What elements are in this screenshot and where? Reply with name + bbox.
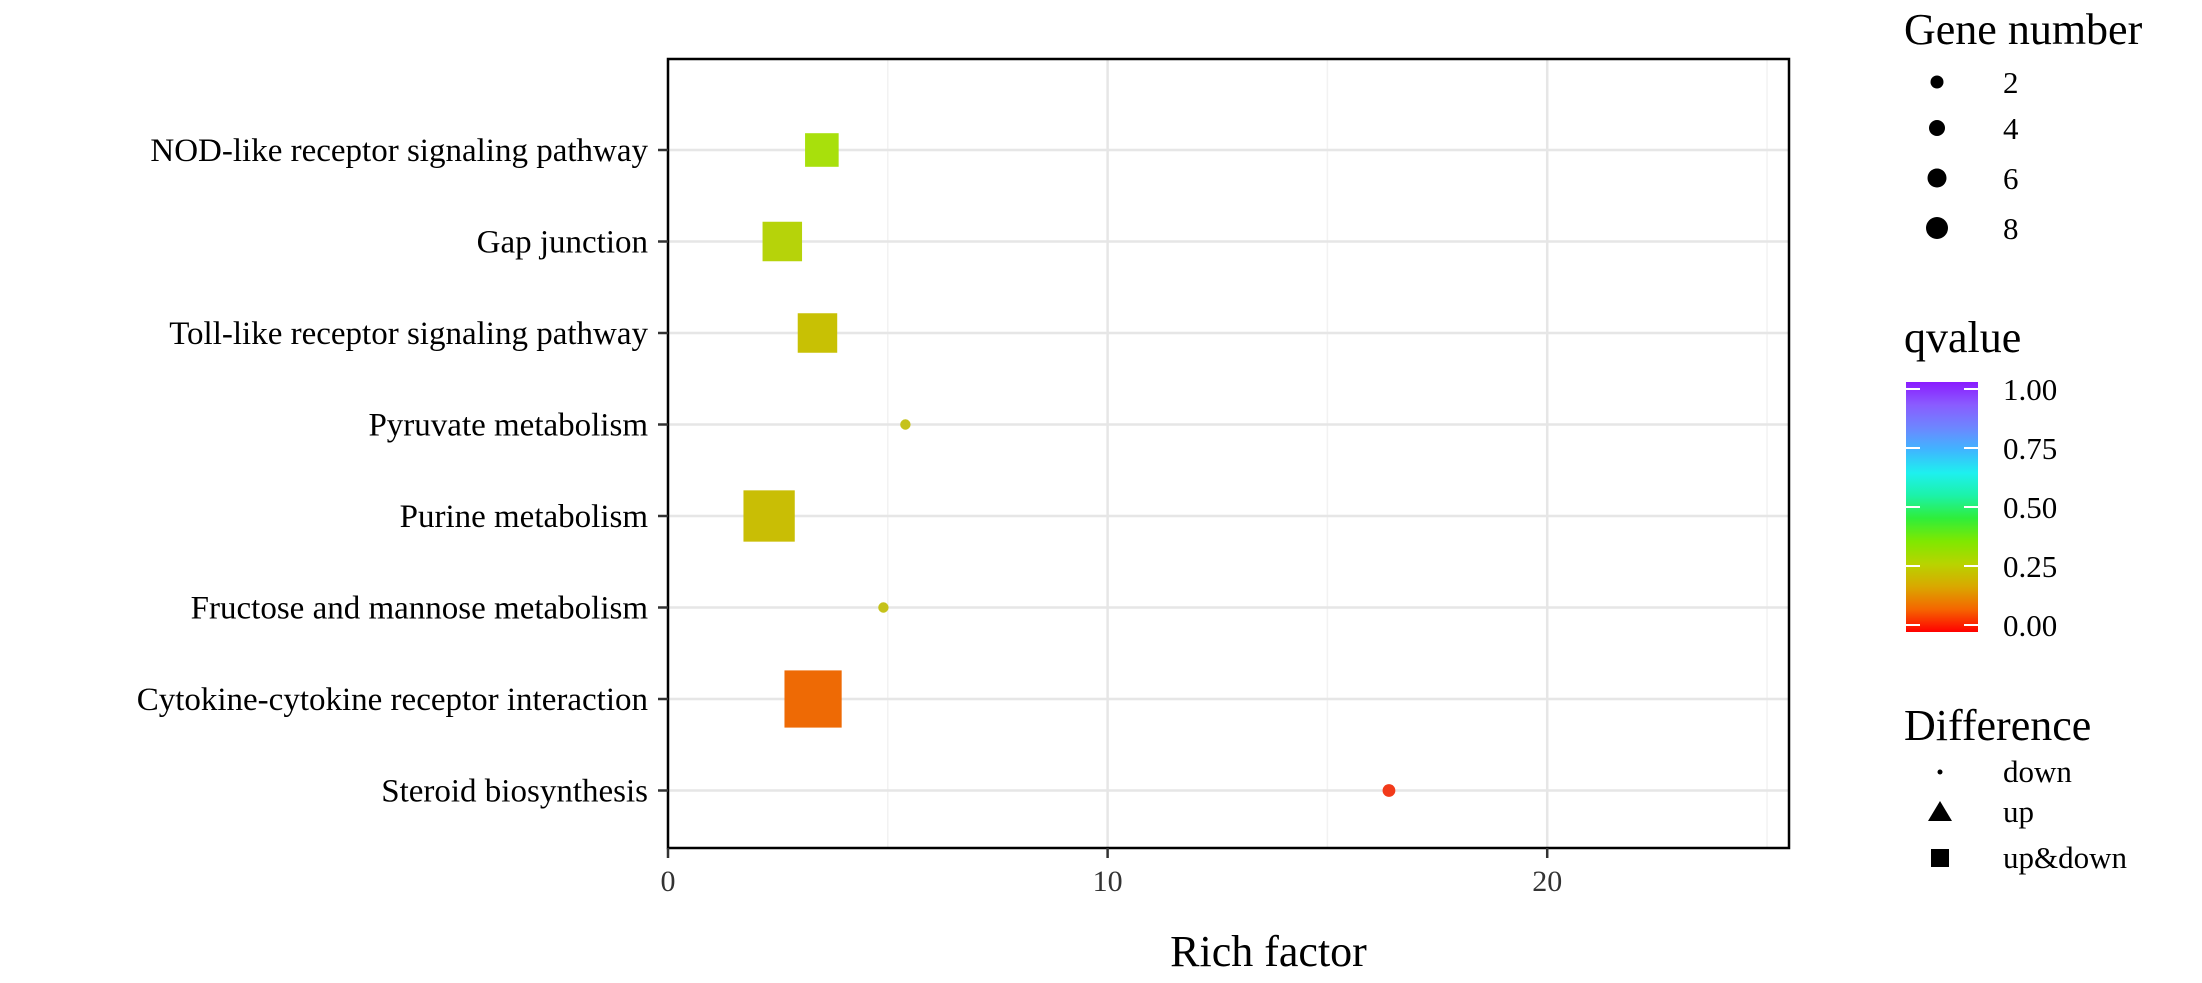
y-category-label: Pyruvate metabolism [368,408,648,444]
legend-difference: Difference down up up&down [1904,701,2128,875]
legend-size-key [1926,217,1948,239]
data-points [743,133,1396,797]
legend-size-key [1930,75,1944,89]
legend-size-label: 2 [2003,65,2019,100]
data-point [762,221,803,262]
x-tick-label: 20 [1532,865,1562,898]
y-category-label: Toll-like receptor signaling pathway [169,316,648,352]
grid [666,59,1789,848]
legend-shape-key [1937,769,1943,775]
colorbar-tick-label: 1.00 [2003,372,2057,407]
legend-size-label: 6 [2003,161,2019,196]
y-category-label: Steroid biosynthesis [381,774,648,810]
legend-shape-key [1928,801,1952,821]
y-category-label: Fructose and mannose metabolism [191,591,649,627]
data-point [797,313,838,353]
legend-gene-number: Gene number 2 4 6 8 [1904,5,2143,246]
legend-shape-key [1931,849,1949,867]
colorbar-tick-label: 0.50 [2003,490,2057,525]
x-axis-title: Rich factor [1170,927,1367,976]
data-point [900,419,911,430]
legend-size-label: 8 [2003,211,2019,246]
data-point [784,670,842,728]
legend-difference-title: Difference [1904,701,2091,750]
legend-shape-label: down [2003,754,2072,789]
legend-qvalue-title: qvalue [1904,313,2021,362]
y-category-label: NOD-like receptor signaling pathway [150,133,648,169]
y-category-label: Cytokine-cytokine receptor interaction [137,682,648,718]
colorbar-tick-label: 0.25 [2003,549,2057,584]
legend-shape-label: up&down [2003,840,2128,875]
x-tick-label: 0 [661,865,676,898]
x-tick-label: 10 [1093,865,1123,898]
data-point [805,133,839,167]
y-category-label: Purine metabolism [400,499,649,535]
data-point [743,490,795,542]
legend-shape-label: up [2003,794,2034,829]
legend-size-key [1927,168,1947,188]
data-point [878,602,889,613]
axes: 0 10 20 NOD-like receptor signaling pathway… [137,133,1563,898]
y-category-label: Gap junction [477,225,648,261]
legend-qvalue: qvalue 1.00 0.75 0.50 0.25 0.00 [1904,313,2057,643]
plot-panel-border [666,57,1791,850]
legend-gene-number-title: Gene number [1904,5,2143,54]
legend-size-key [1929,120,1945,136]
colorbar-tick-label: 0.75 [2003,431,2057,466]
legend-size-label: 4 [2003,111,2019,146]
colorbar-tick-label: 0.00 [2003,608,2057,643]
data-point [1382,784,1396,797]
